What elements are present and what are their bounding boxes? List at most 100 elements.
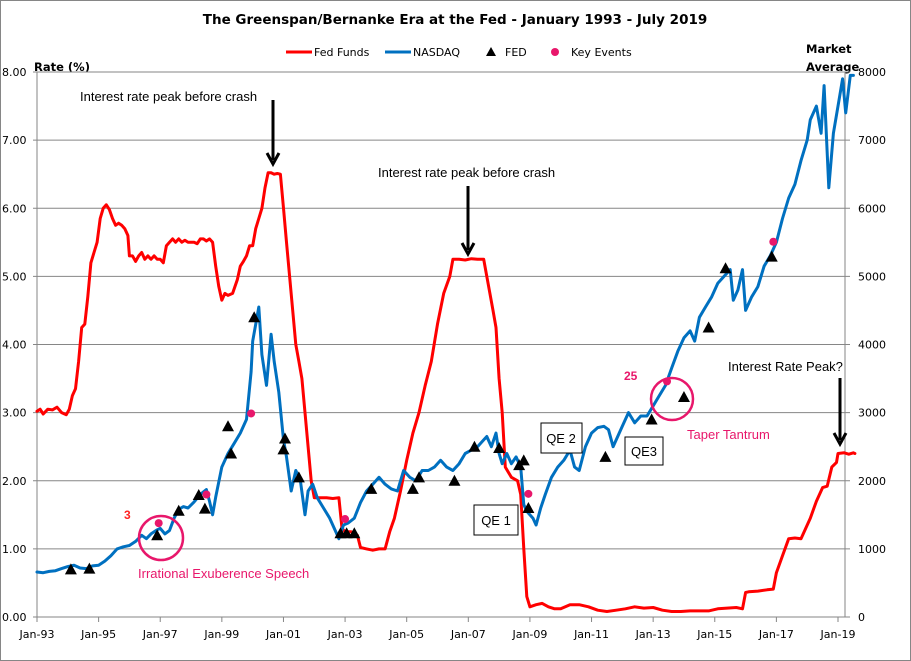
- key-event-dot: [202, 490, 211, 499]
- fed-marker-triangle: [702, 321, 715, 333]
- legend-fed-label: FED: [505, 46, 527, 59]
- y2-tick-label: 6000: [858, 202, 886, 215]
- fed-marker-triangle: [765, 250, 778, 262]
- y2-tick-label: 1000: [858, 543, 886, 556]
- series-line-fed-funds: [35, 171, 857, 613]
- annotation-peak-2000-arrowhead-icon: [265, 152, 281, 168]
- y2-tick-label: 8000: [858, 66, 886, 79]
- fed-marker-triangle: [225, 447, 238, 459]
- y-tick-label: 5.00: [2, 270, 27, 283]
- y2-axis-title-line2: Average: [806, 60, 859, 74]
- fed-marker-triangle: [645, 413, 658, 425]
- x-tick-label: Jan-17: [758, 628, 794, 641]
- x-tick-label: Jan-11: [573, 628, 609, 641]
- y2-tick-label: 0: [858, 611, 865, 624]
- x-tick-label: Jan-99: [203, 628, 239, 641]
- y2-tick-label: 3000: [858, 407, 886, 420]
- fed-marker-triangle: [365, 482, 378, 494]
- key-event-dot: [154, 519, 163, 528]
- fed-marker-triangle: [493, 442, 506, 454]
- legend-key-events-label: Key Events: [571, 46, 632, 59]
- annotation-peak-2019-arrowhead-icon: [832, 432, 848, 448]
- fed-marker-triangle: [719, 262, 732, 274]
- qe3-label: QE3: [631, 444, 657, 459]
- y-tick-label: 2.00: [2, 475, 27, 488]
- fed-marker-triangle: [517, 454, 530, 466]
- y2-axis-ticks: 0 1000 2000 3000 4000 5000 6000 7000 8000: [845, 66, 886, 624]
- x-axis-ticks: Jan-93 Jan-95 Jan-97 Jan-99 Jan-01 Jan-03 Jan-…: [19, 617, 856, 641]
- annotation-peak-2007-arrowhead-icon: [460, 242, 476, 258]
- y2-tick-label: 7000: [858, 134, 886, 147]
- x-tick-label: Jan-07: [450, 628, 486, 641]
- y-tick-label: 6.00: [2, 202, 27, 215]
- annotation-number-3: 3: [124, 508, 131, 522]
- y-tick-label: 8.00: [2, 66, 27, 79]
- annotations: Interest rate peak before crash Interest…: [80, 89, 848, 581]
- fed-marker-triangle: [448, 474, 461, 486]
- chart-title: The Greenspan/Bernanke Era at the Fed - …: [203, 12, 708, 28]
- annotation-irrational-exuberance-text: Irrational Exuberence Speech: [138, 566, 309, 581]
- fed-marker-triangle: [599, 450, 612, 462]
- fed-marker-triangle: [192, 489, 205, 501]
- fed-marker-triangle: [151, 529, 164, 541]
- annotation-peak-2007-text: Interest rate peak before crash: [378, 165, 555, 180]
- legend-fed-triangle-icon: [486, 47, 496, 56]
- annotation-number-25: 25: [624, 369, 638, 383]
- fed-marker-triangle: [222, 420, 235, 432]
- legend-nasdaq-label: NASDAQ: [413, 46, 460, 59]
- x-tick-label: Jan-03: [327, 628, 363, 641]
- key-event-dot: [341, 515, 350, 524]
- fed-marker-triangle: [468, 440, 481, 452]
- fed-marker-triangle: [413, 471, 426, 483]
- qe2-label: QE 2: [546, 431, 576, 446]
- x-tick-label: Jan-97: [142, 628, 178, 641]
- x-tick-label: Jan-95: [80, 628, 116, 641]
- key-event-dot: [769, 237, 778, 246]
- fed-markers: [64, 250, 778, 575]
- fed-marker-triangle: [406, 482, 419, 494]
- annotation-peak-2000-text: Interest rate peak before crash: [80, 89, 257, 104]
- x-tick-label: Jan-93: [19, 628, 55, 641]
- fed-marker-triangle: [248, 311, 261, 323]
- legend: Fed Funds NASDAQ FED Key Events: [286, 46, 632, 59]
- irrational-exuberance-circle: [137, 514, 185, 562]
- qe1-box: [473, 504, 519, 536]
- taper-tantrum-circle: [649, 376, 695, 422]
- legend-fed-funds-label: Fed Funds: [314, 46, 370, 59]
- legend-key-events-dot-icon: [551, 48, 559, 56]
- x-tick-label: Jan-15: [696, 628, 732, 641]
- qe1-label: QE 1: [481, 513, 511, 528]
- key-event-dot: [247, 409, 256, 418]
- fed-marker-triangle: [348, 527, 361, 539]
- y-axis-title: Rate (%): [34, 60, 90, 74]
- fed-marker-triangle: [277, 443, 290, 455]
- y-axis-ticks: 0.00 1.00 2.00 3.00 4.00 5.00 6.00 7.00 8.00: [2, 66, 37, 624]
- fed-marker-triangle: [198, 502, 211, 514]
- fed-marker-triangle: [340, 527, 353, 539]
- y-tick-label: 0.00: [2, 611, 27, 624]
- key-event-dot: [524, 489, 533, 498]
- annotation-taper-tantrum-text: Taper Tantrum: [687, 427, 770, 442]
- x-tick-label: Jan-09: [511, 628, 547, 641]
- fed-marker-triangle: [677, 390, 690, 402]
- fed-marker-triangle: [279, 432, 292, 444]
- y2-axis-title-line1: Market: [806, 42, 852, 56]
- x-tick-label: Jan-19: [820, 628, 856, 641]
- y-tick-label: 1.00: [2, 543, 27, 556]
- series-lines: [35, 73, 857, 613]
- y-tick-label: 7.00: [2, 134, 27, 147]
- y2-tick-label: 2000: [858, 475, 886, 488]
- x-tick-label: Jan-05: [388, 628, 424, 641]
- fed-marker-triangle: [83, 562, 96, 574]
- x-tick-label: Jan-01: [265, 628, 301, 641]
- fed-marker-triangle: [522, 502, 535, 513]
- y2-tick-label: 5000: [858, 270, 886, 283]
- y-tick-label: 3.00: [2, 407, 27, 420]
- series-line-nasdaq: [35, 73, 855, 575]
- fed-marker-triangle: [172, 504, 185, 516]
- fed-marker-triangle: [292, 471, 305, 483]
- y-tick-label: 4.00: [2, 339, 27, 352]
- gridlines: [37, 71, 845, 550]
- annotation-peak-2019-text: Interest Rate Peak?: [728, 359, 843, 374]
